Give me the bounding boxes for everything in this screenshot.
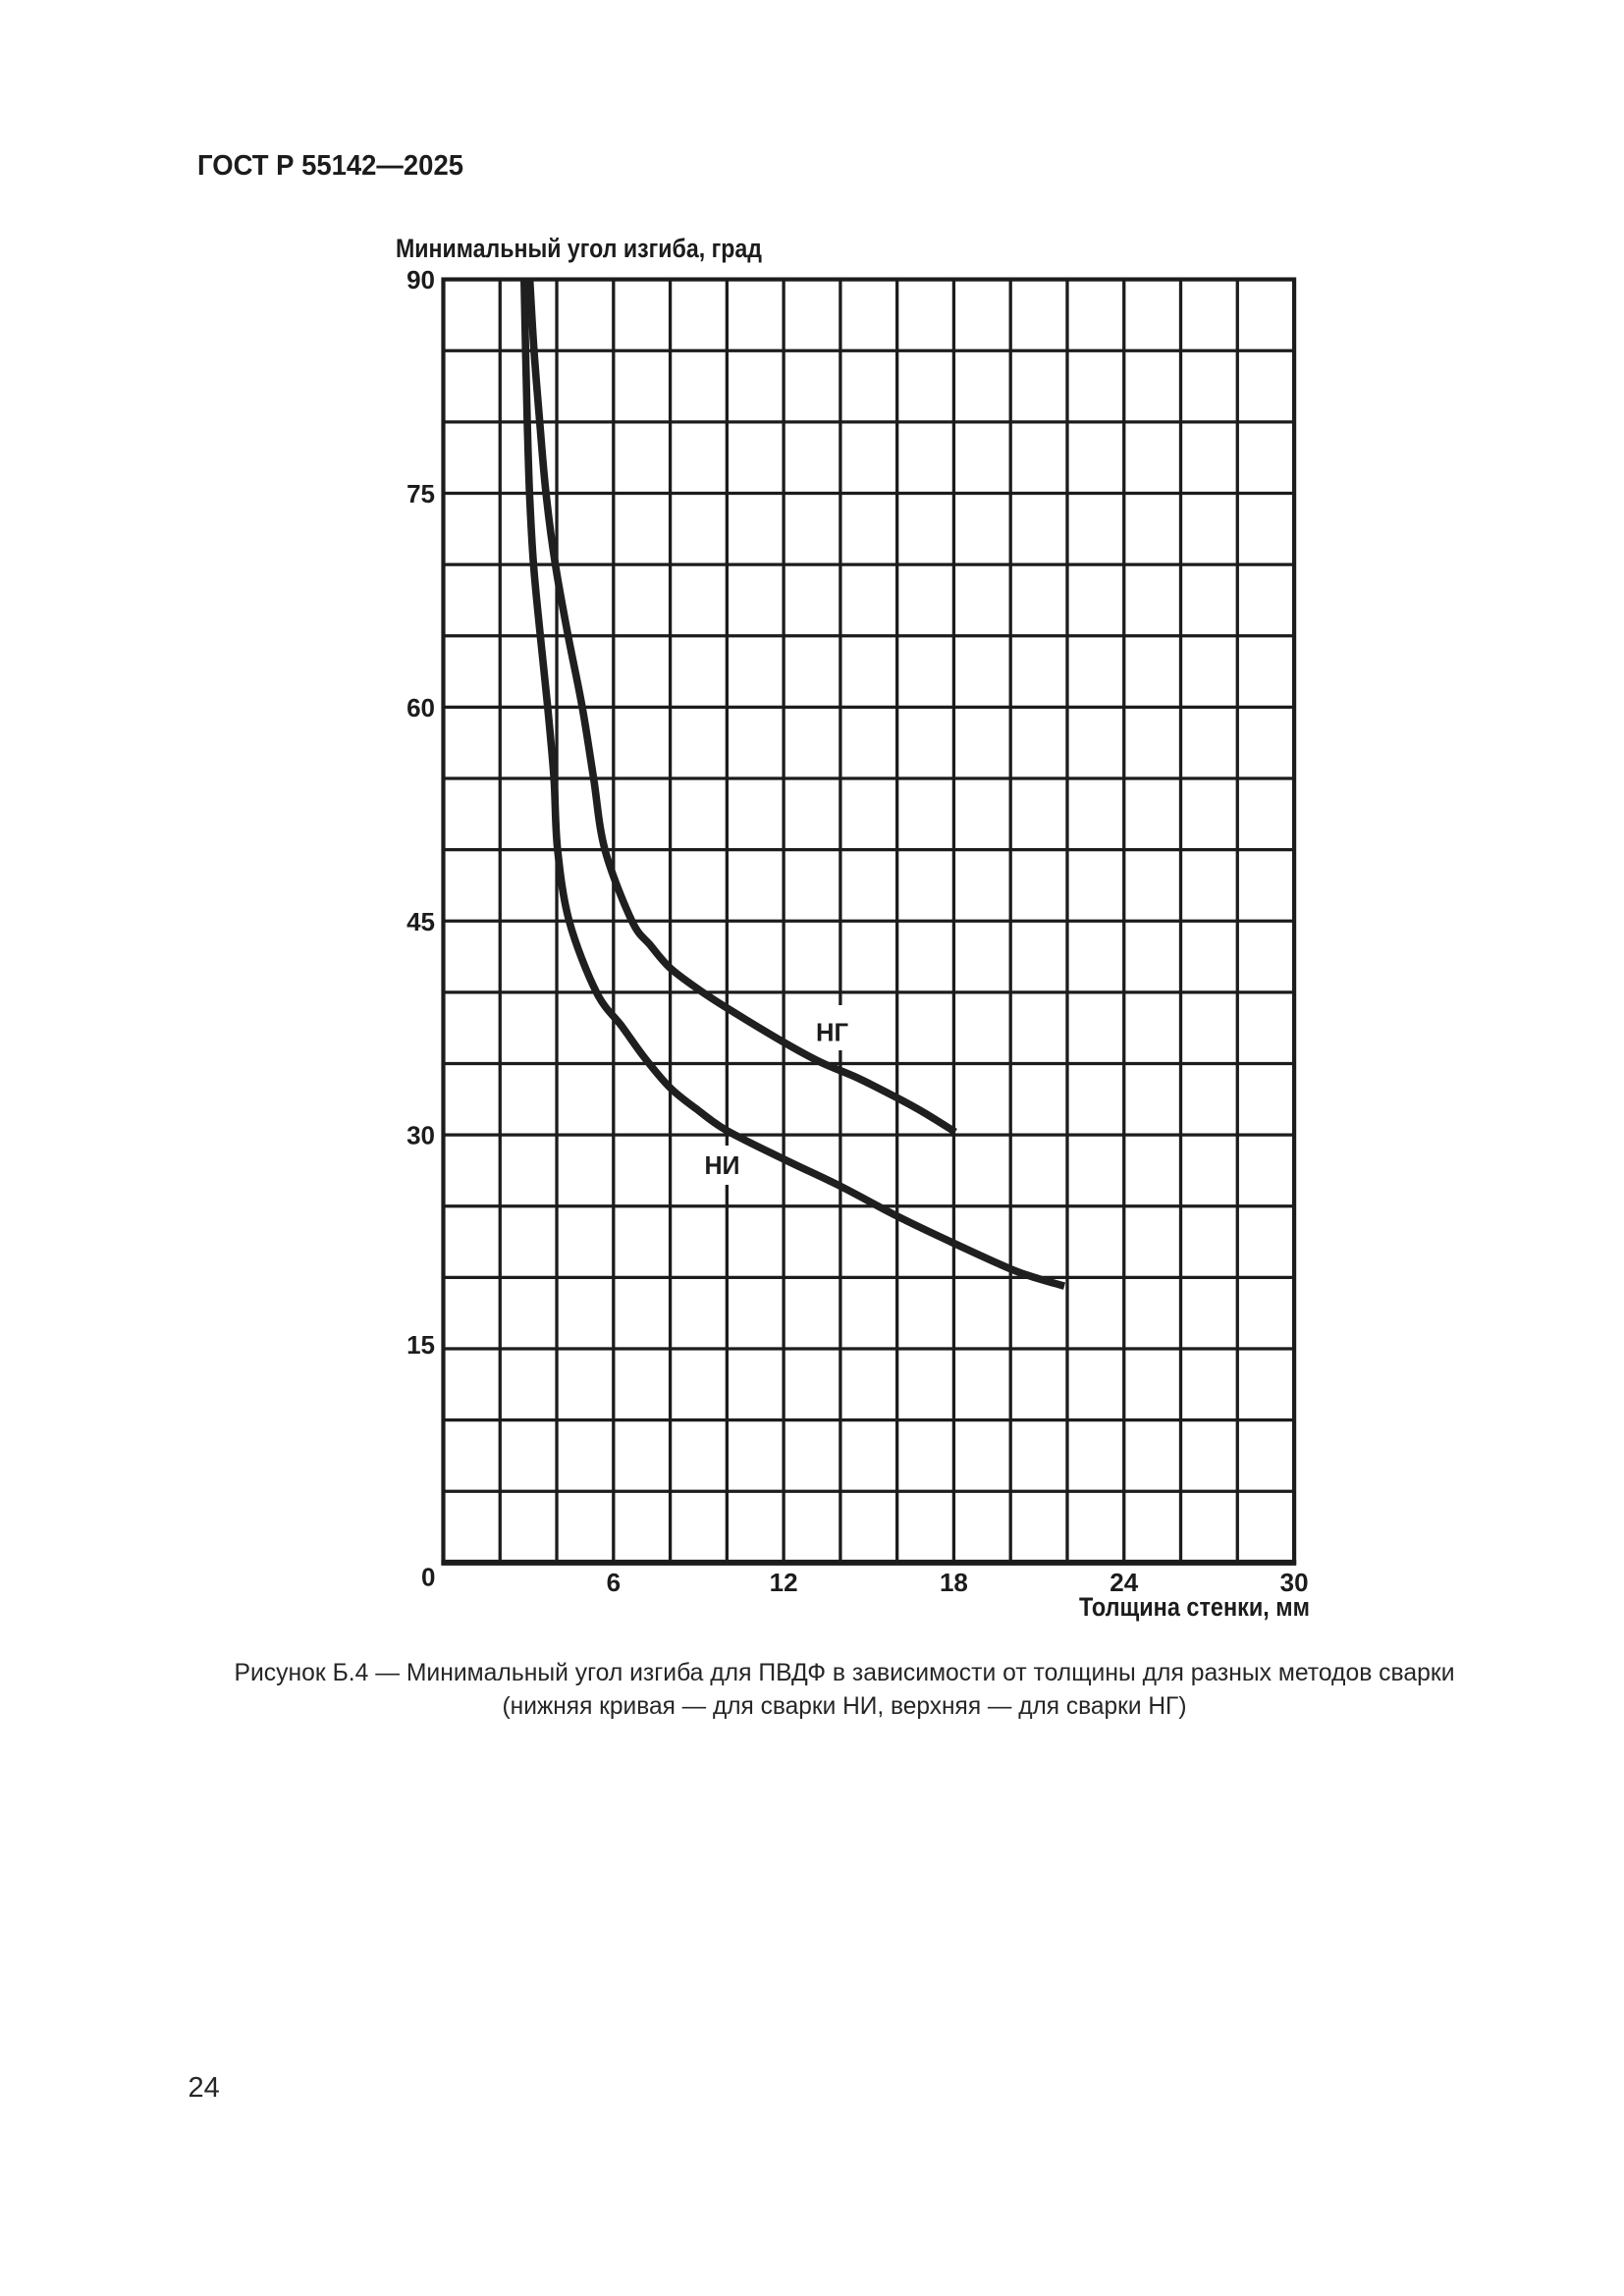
svg-text:15: 15 bbox=[406, 1330, 435, 1360]
svg-text:18: 18 bbox=[940, 1568, 968, 1597]
svg-text:60: 60 bbox=[406, 693, 435, 722]
svg-text:ГОСТ Р 55142—2025: ГОСТ Р 55142—2025 bbox=[197, 150, 463, 182]
svg-text:НГ: НГ bbox=[816, 1018, 848, 1047]
svg-text:Минимальный угол изгиба, град: Минимальный угол изгиба, град bbox=[396, 234, 762, 263]
svg-text:НИ: НИ bbox=[705, 1150, 740, 1180]
svg-text:0: 0 bbox=[421, 1563, 435, 1592]
svg-text:90: 90 bbox=[406, 265, 435, 294]
svg-text:24: 24 bbox=[189, 2072, 220, 2104]
svg-text:30: 30 bbox=[406, 1121, 435, 1150]
svg-text:Рисунок Б.4 — Минимальный угол: Рисунок Б.4 — Минимальный угол изгиба дл… bbox=[235, 1659, 1455, 1686]
svg-text:12: 12 bbox=[770, 1568, 798, 1597]
svg-text:24: 24 bbox=[1110, 1568, 1138, 1597]
svg-text:45: 45 bbox=[406, 907, 435, 936]
svg-text:6: 6 bbox=[607, 1568, 621, 1597]
svg-text:75: 75 bbox=[406, 479, 435, 508]
svg-text:Толщина стенки, мм: Толщина стенки, мм bbox=[1079, 1592, 1310, 1622]
svg-text:30: 30 bbox=[1280, 1568, 1309, 1597]
svg-text:(нижняя кривая — для сварки НИ: (нижняя кривая — для сварки НИ, верхняя … bbox=[503, 1692, 1187, 1720]
